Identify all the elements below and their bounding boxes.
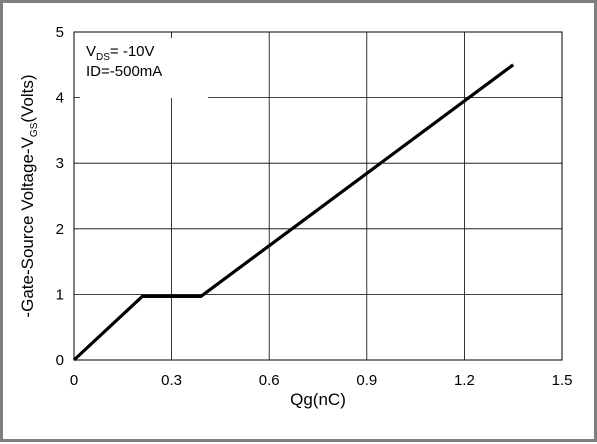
y-tick-label: 0: [56, 352, 64, 369]
x-tick-label: 1.2: [454, 372, 475, 389]
y-tick-label: 5: [56, 24, 64, 41]
x-tick-labels: 0 0.3 0.6 0.9 1.2 1.5: [70, 372, 573, 389]
series-group: [72, 63, 515, 362]
annotation-id: ID=-500mA: [86, 63, 162, 80]
gate-charge-chart: VDS= -10V ID=-500mA 0 0.3 0.6 0.9 1.2 1.5 0 1 2…: [18, 24, 573, 409]
y-axis-label-prefix: -Gate-Source Voltage-V: [18, 136, 37, 317]
x-tick-label: 1.5: [552, 372, 573, 389]
y-tick-label: 3: [56, 155, 64, 172]
annotation-vds-suffix: = -10V: [110, 43, 155, 60]
y-tick-labels: 0 1 2 3 4 5: [56, 24, 64, 369]
annotation-vds-prefix: V: [86, 43, 96, 60]
y-tick-label: 2: [56, 221, 64, 238]
series-line: [72, 63, 515, 362]
annotation-vds-subscript: DS: [96, 52, 110, 63]
y-tick-label: 1: [56, 286, 64, 303]
y-axis-label-suffix: (Volts): [18, 74, 37, 122]
x-tick-label: 0: [70, 372, 78, 389]
annotation-vds: VDS= -10V: [86, 43, 155, 63]
plot-area-border: [73, 31, 563, 361]
y-axis-label: -Gate-Source Voltage-VGS(Volts): [18, 74, 40, 317]
x-axis-label: Qg(nC): [290, 390, 346, 409]
y-axis-label-subscript: GS: [29, 122, 40, 137]
grid-lines: [74, 32, 562, 360]
x-tick-label: 0.9: [356, 372, 377, 389]
x-tick-label: 0.6: [259, 372, 280, 389]
annotation-background: [80, 38, 208, 98]
y-tick-label: 4: [56, 90, 64, 107]
x-tick-label: 0.3: [161, 372, 182, 389]
